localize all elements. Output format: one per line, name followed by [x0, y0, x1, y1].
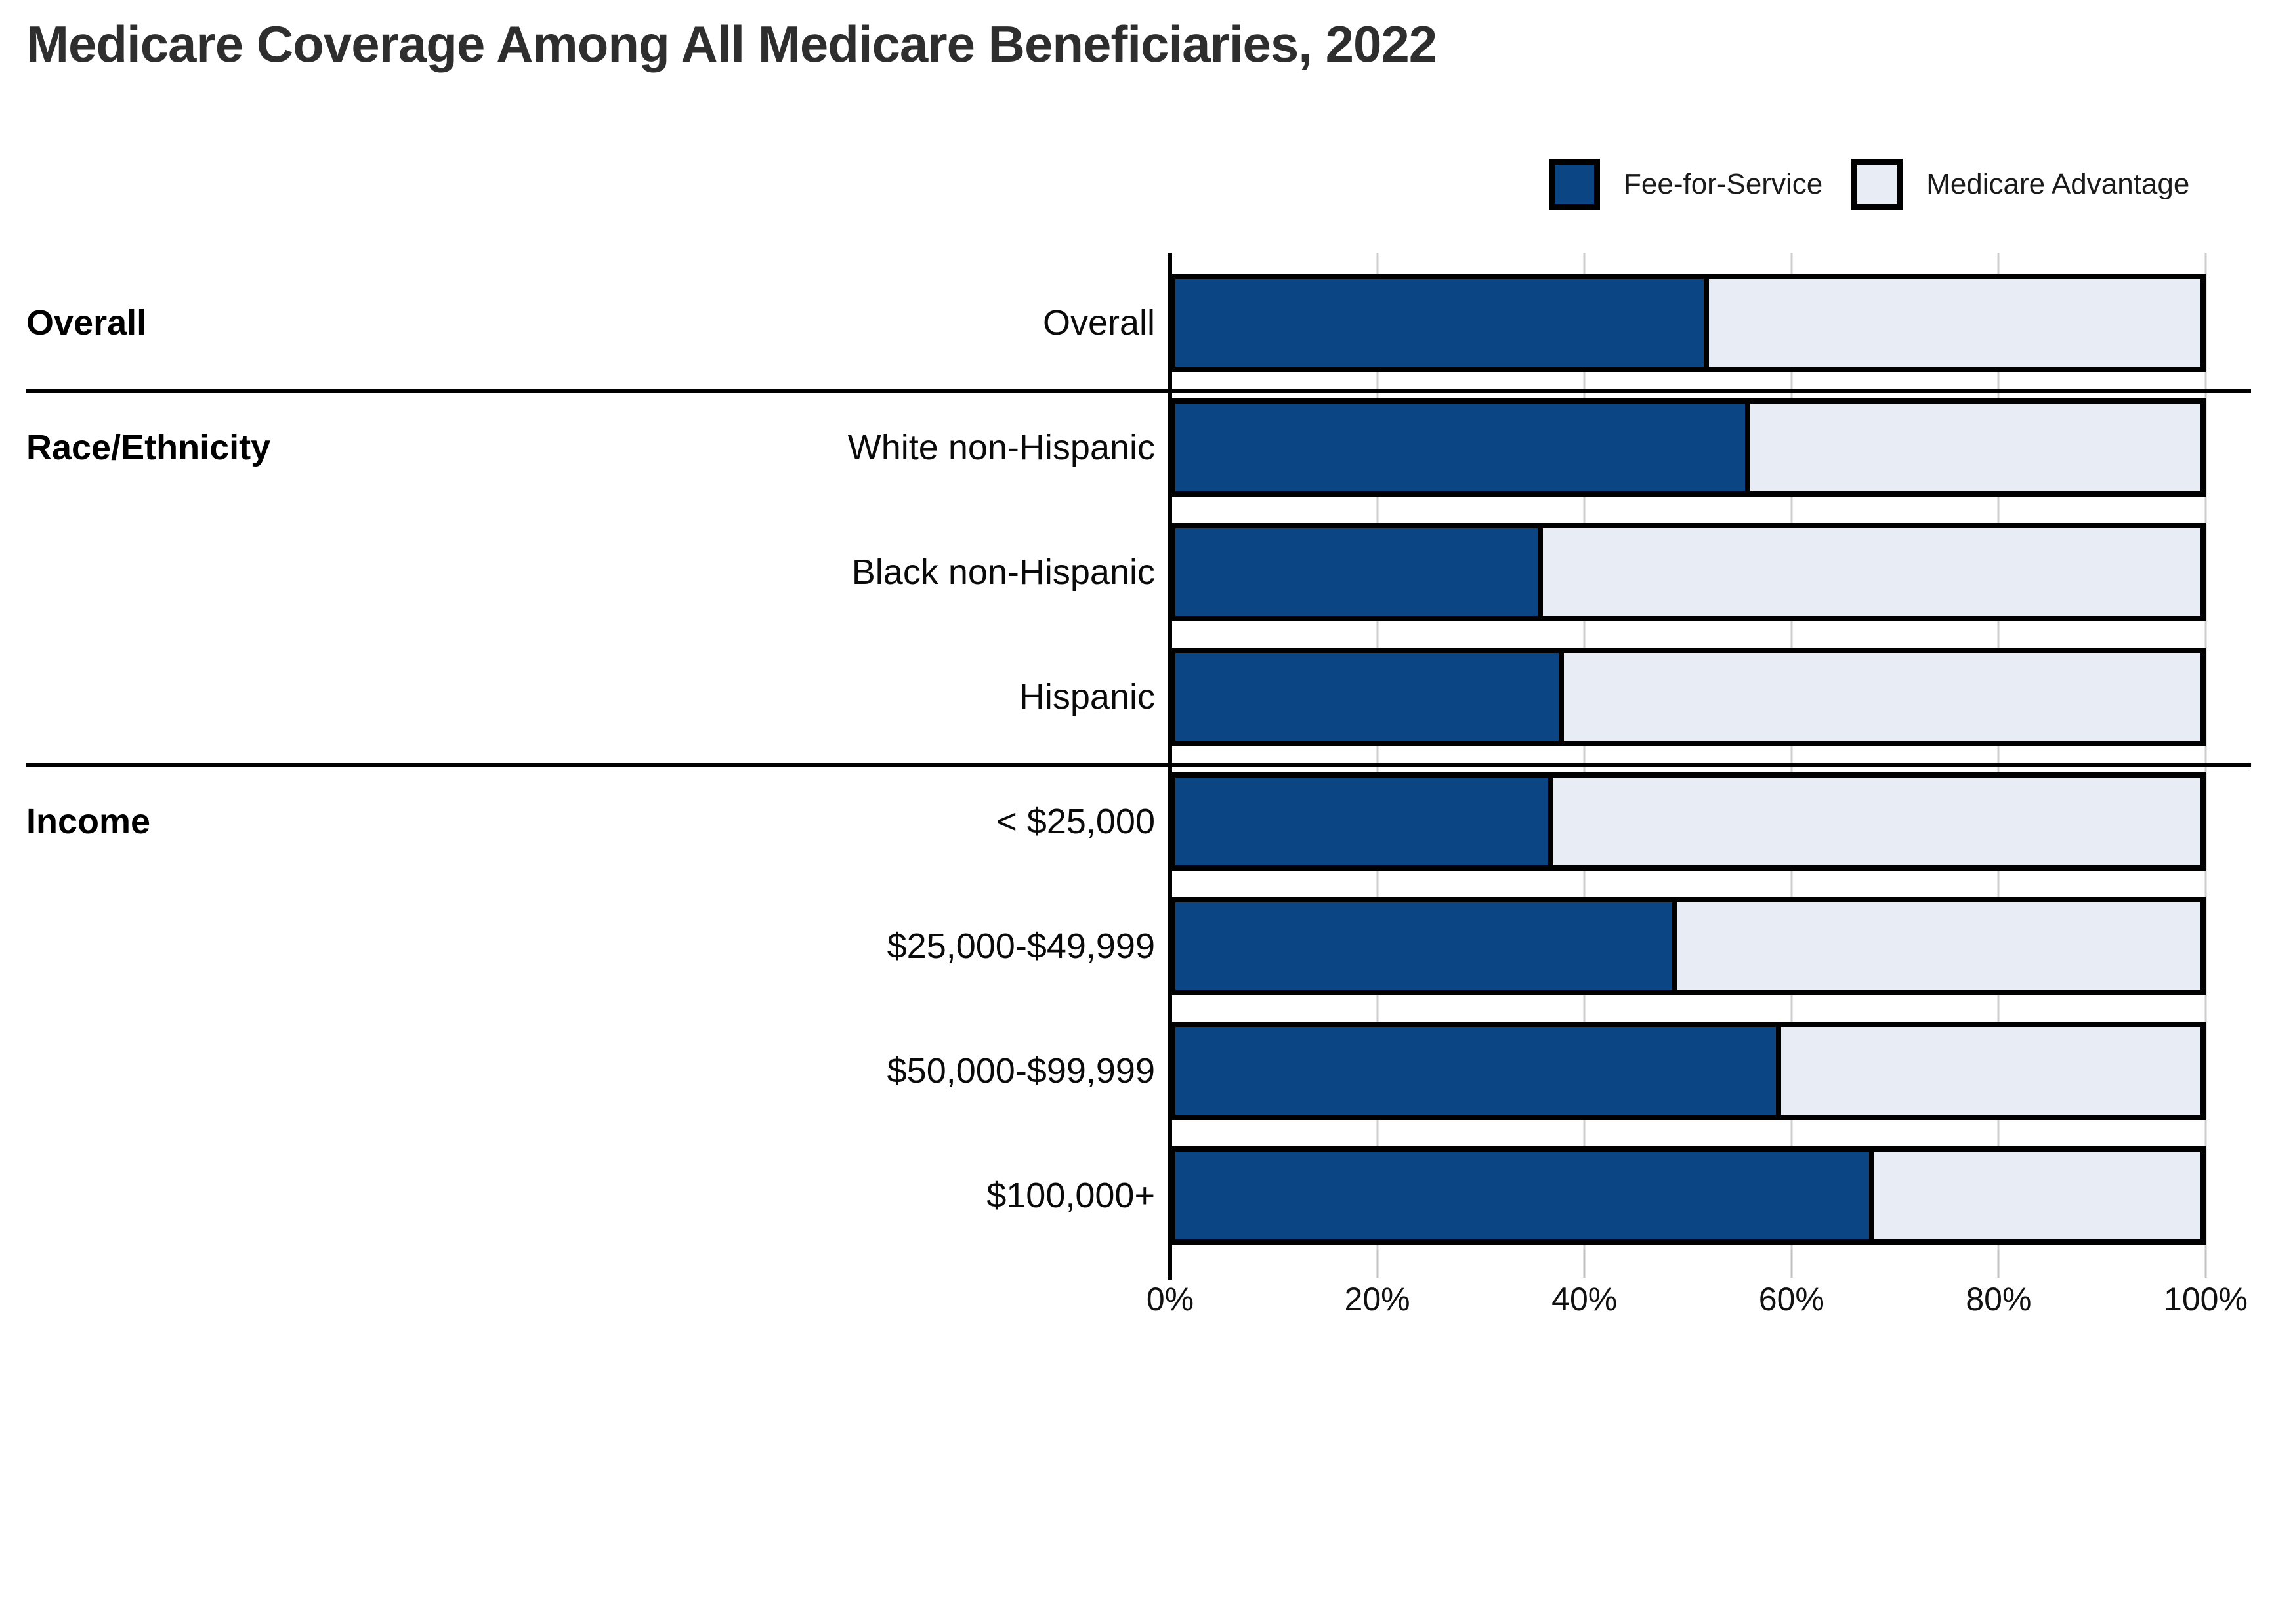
- legend-item-fee-for-service: Fee-for-Service: [1549, 159, 1822, 210]
- stacked-bar: [1170, 648, 2206, 746]
- bar-segment-medicare-advantage: [1672, 897, 2206, 995]
- chart-title: Medicare Coverage Among All Medicare Ben…: [26, 15, 1437, 73]
- section-label: Overall: [26, 303, 147, 343]
- legend-item-medicare-advantage: Medicare Advantage: [1851, 159, 2189, 210]
- bar-segment-medicare-advantage: [1703, 274, 2206, 372]
- bar-rows: Overall Overall Race/Ethnicity White non-Hi…: [0, 253, 2274, 1250]
- bar-segment-fee-for-service: [1170, 648, 1564, 746]
- stacked-bar: [1170, 398, 2206, 497]
- stacked-bar: [1170, 897, 2206, 995]
- bar-segment-fee-for-service: [1170, 772, 1553, 871]
- category-label: White non-Hispanic: [847, 428, 1155, 467]
- bar-segment-fee-for-service: [1170, 274, 1709, 372]
- stacked-bar: [1170, 274, 2206, 372]
- x-tick-label: 0%: [1146, 1281, 1194, 1318]
- legend: Fee-for-Service Medicare Advantage: [1549, 156, 2189, 213]
- x-tick-label: 80%: [1966, 1281, 2032, 1318]
- axis-tick: [1376, 1250, 1379, 1278]
- bar-segment-medicare-advantage: [1869, 1146, 2206, 1245]
- x-tick-label: 40%: [1551, 1281, 1618, 1318]
- gridline: [1583, 253, 1586, 1250]
- category-label: Hispanic: [1019, 677, 1155, 717]
- category-label: $25,000-$49,999: [887, 927, 1155, 966]
- bar-segment-fee-for-service: [1170, 523, 1544, 621]
- chart-row: Income < $25,000: [0, 751, 2274, 876]
- bar-segment-fee-for-service: [1170, 1146, 1875, 1245]
- x-tick-label: 20%: [1344, 1281, 1410, 1318]
- bar-segment-medicare-advantage: [1538, 523, 2206, 621]
- stacked-bar: [1170, 772, 2206, 871]
- bar-segment-medicare-advantage: [1558, 648, 2206, 746]
- legend-label: Fee-for-Service: [1624, 168, 1823, 200]
- medicare-advantage-swatch: [1851, 159, 1903, 210]
- category-label: Black non-Hispanic: [851, 552, 1155, 592]
- chart-row: Race/Ethnicity White non-Hispanic: [0, 377, 2274, 502]
- chart-row: Black non-Hispanic: [0, 502, 2274, 627]
- section-divider: [26, 389, 2251, 393]
- bar-segment-fee-for-service: [1170, 1022, 1782, 1120]
- chart-row: $25,000-$49,999: [0, 876, 2274, 1001]
- gridline: [1997, 253, 2000, 1250]
- section-label: Income: [26, 802, 151, 841]
- section-label: Race/Ethnicity: [26, 428, 271, 467]
- category-label: Overall: [1042, 303, 1155, 343]
- axis-tick: [1997, 1250, 2000, 1278]
- bar-segment-fee-for-service: [1170, 398, 1750, 497]
- gridline: [1376, 253, 1379, 1250]
- bar-segment-medicare-advantage: [1548, 772, 2206, 871]
- section-divider: [26, 763, 2251, 767]
- chart-row: Hispanic: [0, 627, 2274, 751]
- x-tick-label: 100%: [2164, 1281, 2248, 1318]
- axis-tick: [1790, 1250, 1793, 1278]
- chart-row: $50,000-$99,999: [0, 1001, 2274, 1125]
- category-label: $50,000-$99,999: [887, 1051, 1155, 1091]
- x-tick-label: 60%: [1758, 1281, 1824, 1318]
- bar-segment-medicare-advantage: [1776, 1022, 2206, 1120]
- bar-segment-fee-for-service: [1170, 897, 1678, 995]
- legend-label: Medicare Advantage: [1926, 168, 2190, 200]
- axis-tick: [1583, 1250, 1586, 1278]
- category-label: < $25,000: [996, 802, 1155, 841]
- bar-segment-medicare-advantage: [1744, 398, 2206, 497]
- stacked-bar: [1170, 1146, 2206, 1245]
- category-label: $100,000+: [986, 1176, 1155, 1215]
- fee-for-service-swatch: [1549, 159, 1600, 210]
- chart-row: $100,000+: [0, 1125, 2274, 1250]
- gridline: [1790, 253, 1793, 1250]
- gridline: [2204, 253, 2207, 1250]
- stacked-bar: [1170, 1022, 2206, 1120]
- stacked-bar: [1170, 523, 2206, 621]
- axis-tick: [2204, 1250, 2207, 1278]
- chart-row: Overall Overall: [0, 253, 2274, 377]
